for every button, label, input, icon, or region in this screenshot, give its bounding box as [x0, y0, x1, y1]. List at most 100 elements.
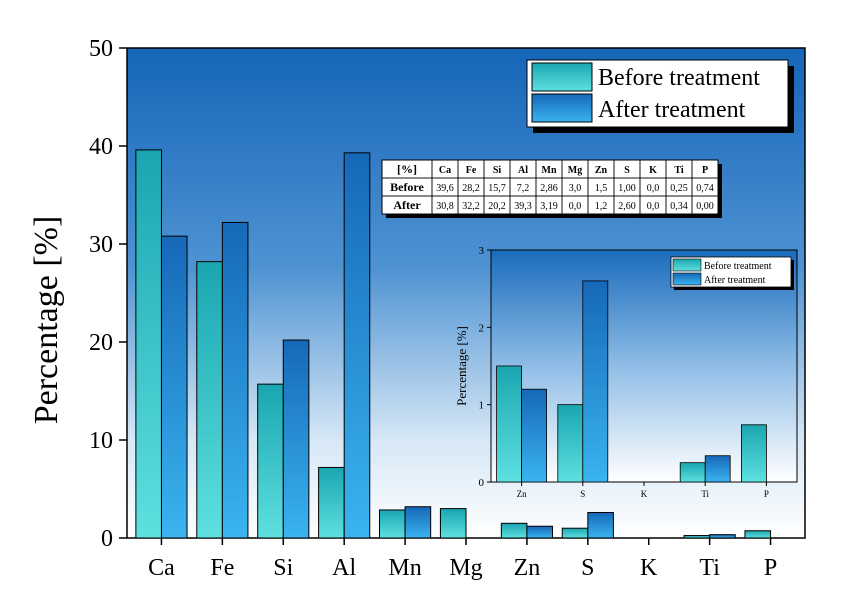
- bar-after-s: [587, 512, 614, 539]
- bar-after-si: [282, 339, 310, 539]
- inset-x-tick-label-p: P: [764, 489, 769, 499]
- inset-legend-label-before: Before treatment: [704, 261, 772, 272]
- bar-before-p: [744, 530, 772, 539]
- y-axis: 0 10 20 30 40 50: [89, 36, 127, 552]
- inset-bar-before-p: [741, 424, 767, 483]
- table-header-cell: [%]: [397, 162, 417, 176]
- table-cell: 2,60: [618, 201, 636, 212]
- legend-label-before: Before treatment: [598, 65, 760, 91]
- bar-after-al: [343, 152, 371, 539]
- inset-legend-swatch-after: [672, 272, 702, 286]
- data-table: [%] Ca Fe Si Al Mn Mg Zn S K Ti P Before 39,6 28,2 15,7…: [381, 159, 722, 218]
- table-header-cell: P: [702, 165, 708, 176]
- table-cell: 0,0: [569, 201, 582, 212]
- inset-bar-before-zn: [496, 365, 523, 483]
- table-cell: 1,2: [595, 201, 608, 212]
- inset-y-axis-label: Percentage [%]: [454, 326, 469, 406]
- table-cell: 39,6: [436, 183, 454, 194]
- x-tick-label-mn: Mn: [388, 555, 421, 581]
- table-header-cell: Fe: [466, 165, 477, 176]
- bar-before-ti: [683, 535, 711, 539]
- inset-legend: Before treatment After treatment: [670, 256, 794, 290]
- table-cell: 32,2: [462, 201, 480, 212]
- x-tick-label-mg: Mg: [449, 555, 482, 581]
- x-axis: Ca Fe Si Al Mn Mg Zn S K Ti P: [148, 538, 777, 581]
- inset-x-tick-label-s: S: [580, 489, 585, 499]
- inset-x-tick-label-zn: Zn: [517, 489, 527, 499]
- table-header-cell: Al: [518, 165, 528, 176]
- x-tick-label-al: Al: [332, 555, 356, 581]
- y-tick-label: 50: [89, 36, 113, 62]
- y-tick-label: 10: [89, 428, 113, 454]
- bar-after-ca: [160, 235, 188, 539]
- x-tick-label-fe: Fe: [210, 555, 234, 581]
- table-cell: 0,00: [696, 201, 714, 212]
- table-cell: 0,34: [670, 201, 688, 212]
- x-tick-label-si: Si: [273, 555, 293, 581]
- y-tick-label: 20: [89, 330, 113, 356]
- inset-bar-after-ti: [704, 455, 731, 483]
- table-cell: Before: [390, 180, 424, 194]
- bar-before-mg: [439, 508, 467, 539]
- inset-legend-label-after: After treatment: [704, 275, 766, 286]
- bar-before-ca: [135, 149, 162, 539]
- y-axis-label: Percentage [%]: [28, 216, 65, 425]
- inset-y-tick-label: 0: [479, 477, 485, 489]
- inset-y-tick-label: 3: [479, 245, 485, 257]
- table-header-cell: K: [649, 165, 657, 176]
- x-tick-label-p: P: [764, 555, 777, 581]
- legend-label-after: After treatment: [598, 97, 746, 123]
- bar-after-fe: [221, 221, 249, 539]
- table-cell: 0,0: [647, 183, 660, 194]
- bar-before-mn: [379, 509, 406, 539]
- inset-y-tick-label: 1: [479, 400, 485, 412]
- legend-swatch-before: [531, 62, 593, 92]
- table-cell: 30,8: [436, 201, 454, 212]
- y-tick-label: 40: [89, 134, 113, 160]
- bar-before-si: [257, 383, 284, 539]
- table-cell: 1,00: [618, 183, 636, 194]
- table-header-cell: Mn: [542, 165, 557, 176]
- inset-y-axis: 0 1 2 3: [479, 245, 491, 489]
- table-header-cell: Ti: [674, 165, 683, 176]
- table-cell: 3,0: [569, 183, 582, 194]
- bar-before-fe: [196, 261, 223, 539]
- bar-after-zn: [526, 525, 553, 539]
- inset-x-axis: Zn S K Ti P: [517, 482, 769, 499]
- table-header-cell: Si: [493, 165, 502, 176]
- legend: Before treatment After treatment: [526, 59, 794, 133]
- inset-y-tick-label: 2: [479, 322, 485, 334]
- y-tick-label: 30: [89, 232, 113, 258]
- table-cell: 2,86: [540, 183, 558, 194]
- inset-bar-before-s: [557, 404, 584, 483]
- x-tick-label-ca: Ca: [148, 555, 175, 581]
- inset-chart: 0 1 2 3 Zn S K Ti P Percentage [%] Before treat…: [454, 245, 798, 499]
- x-tick-label-s: S: [581, 555, 594, 581]
- table-cell: 15,7: [488, 183, 506, 194]
- main-bars: [135, 149, 772, 539]
- legend-swatch-after: [531, 93, 593, 123]
- table-cell: 39,3: [514, 201, 532, 212]
- table-cell: 20,2: [488, 201, 506, 212]
- inset-x-tick-label-k: K: [641, 489, 648, 499]
- table-header-cell: Mg: [568, 165, 582, 176]
- inset-legend-swatch-before: [672, 258, 702, 272]
- table-cell: After: [393, 198, 421, 212]
- inset-bars: [496, 280, 767, 483]
- bar-before-s: [561, 527, 589, 539]
- table-cell: 1,5: [595, 183, 608, 194]
- inset-bar-after-zn: [521, 388, 547, 483]
- inset-bar-after-s: [582, 280, 609, 483]
- table-header-cell: Ca: [439, 165, 451, 176]
- x-tick-label-zn: Zn: [514, 555, 541, 581]
- bar-after-mn: [404, 506, 432, 539]
- table-cell: 28,2: [462, 183, 480, 194]
- inset-bar-before-ti: [679, 462, 706, 483]
- table-cell: 0,74: [696, 183, 714, 194]
- x-tick-label-ti: Ti: [699, 555, 720, 581]
- table-header-cell: Zn: [595, 165, 608, 176]
- bar-before-zn: [500, 522, 528, 539]
- table-cell: 3,19: [540, 201, 558, 212]
- table-cell: 0,25: [670, 183, 688, 194]
